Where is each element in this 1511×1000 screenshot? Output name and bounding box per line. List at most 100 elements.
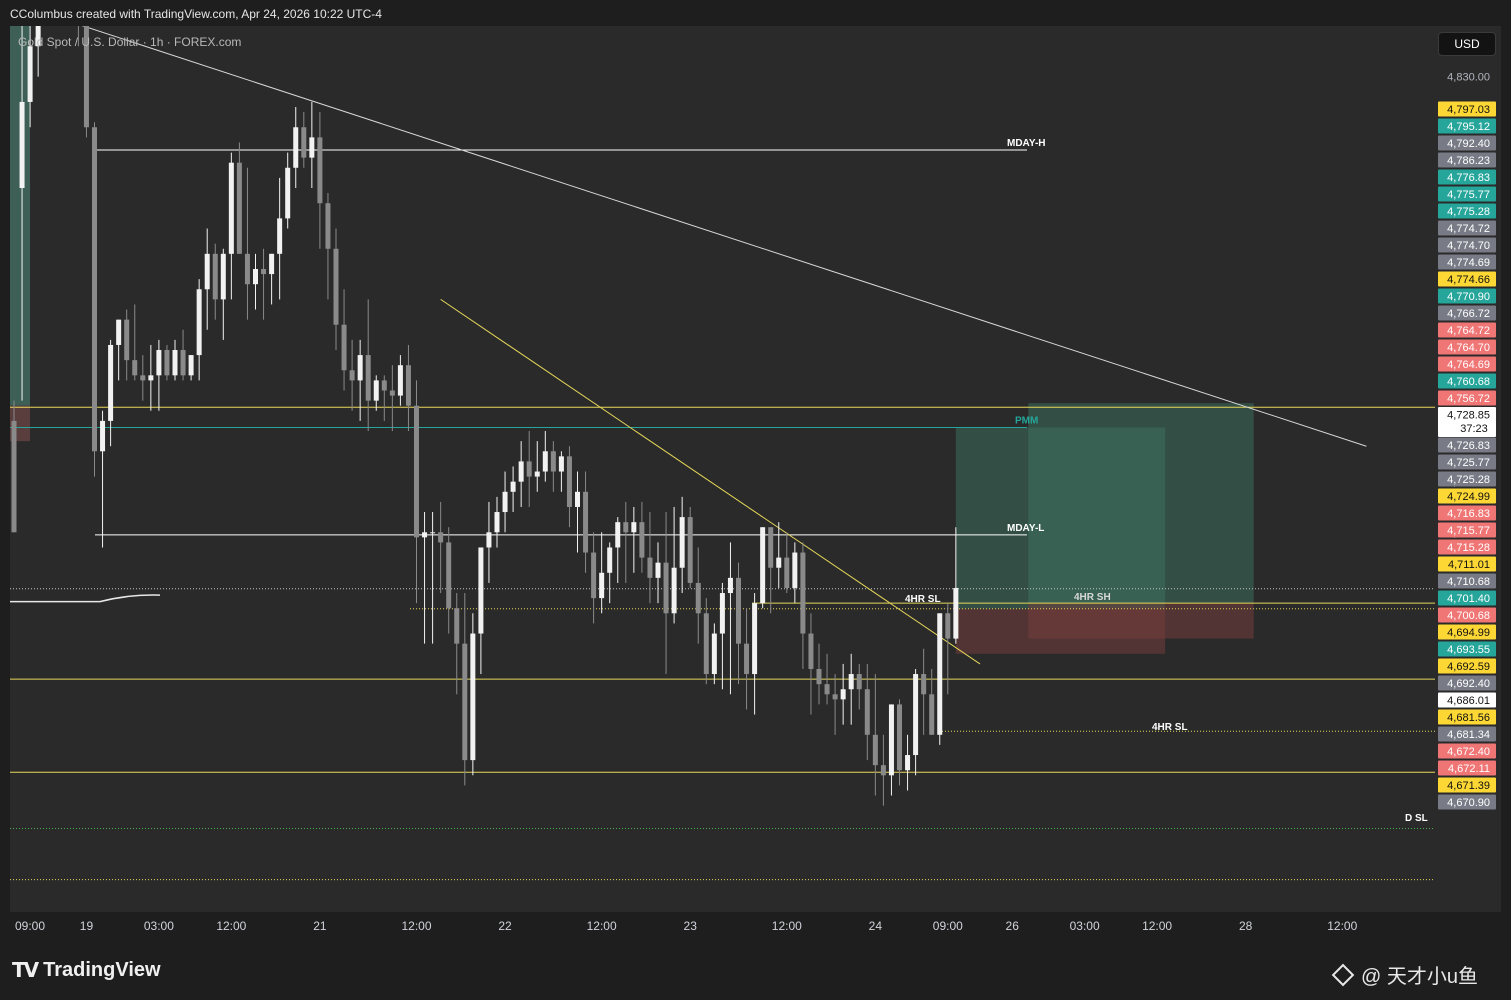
price-label-badge [1438,607,1496,623]
price-label-badge [1438,539,1496,555]
price-label-text: 4,724.99 [1447,491,1490,503]
moving-average-curve [10,594,161,603]
candle-body [285,167,291,219]
x-tick-label: 03:00 [1070,919,1100,933]
price-label-badge [1438,573,1496,589]
candle-body [301,127,307,158]
candle-body [486,532,492,548]
candle-body [679,517,685,568]
candle-body [711,633,717,675]
price-label-badge [1438,454,1496,470]
price-label-text: 4,686.01 [1447,695,1490,707]
candle-body [760,527,766,604]
candle-body [269,253,275,275]
price-label-badge [1438,373,1496,389]
candle-body [19,101,25,189]
candle-body [293,127,299,168]
candle-body [44,11,49,16]
price-label-text: 4,792.40 [1447,138,1490,150]
symbol-legend[interactable]: Gold Spot / U.S. Dollar · 1h · FOREX.com [18,35,242,49]
label-mday-l: MDAY-L [1007,523,1044,534]
candle-body [727,577,733,594]
price-label-badge [1438,624,1496,640]
chart-credit: CColumbus created with TradingView.com, … [10,7,382,21]
price-label-badge [1438,760,1496,776]
candle-body [236,162,242,254]
candle-body [510,481,516,492]
candle-body [470,633,476,761]
price-label-badge [1438,505,1496,521]
candle-body [100,420,106,452]
price-label-badge [1438,556,1496,572]
candle-body [897,704,902,771]
price-label-text: 4,711.01 [1448,559,1490,571]
candle-body [599,572,605,599]
x-tick-label: 12:00 [587,919,617,933]
watermark-text: @ 天才小u鱼 [1361,966,1478,988]
candle-body [800,552,806,634]
x-tick-label: 26 [1006,919,1020,933]
price-label-text: 4,672.40 [1447,746,1490,758]
candle-body [341,324,347,371]
candle-body [913,674,919,756]
x-tick-label: 24 [869,919,883,933]
price-label-badge [1438,692,1496,708]
candle-body [736,577,741,644]
x-tick-label: 12:00 [1327,919,1357,933]
price-label-text: 4,725.28 [1447,474,1490,486]
price-label-text: 4,760.68 [1447,376,1490,388]
price-label-text: 4,694.99 [1447,627,1490,639]
price-label-text: 4,786.23 [1447,155,1490,167]
candle-body [422,532,428,538]
candle-body [414,405,419,538]
candle-body [148,375,154,381]
price-label-badge [1438,220,1496,236]
price-label-text: 4,692.40 [1447,678,1490,690]
candle-body [261,269,267,275]
candle-body [244,253,250,285]
tradingview-logo[interactable]: TV TradingView [12,958,161,982]
label-4hr-sl-2: 4HR SL [1152,722,1188,733]
x-tick-label: 22 [498,919,512,933]
currency-button[interactable]: USD [1438,32,1496,56]
countdown-label: 37:23 [1460,423,1488,435]
candle-body [575,491,580,507]
price-label-text: 4,797.03 [1447,104,1490,116]
tradingview-logo-icon: TV [12,958,39,982]
x-tick-label: 09:00 [15,919,45,933]
price-label-badge [1438,709,1496,725]
price-label-badge [1438,254,1496,270]
candle-body [317,137,323,204]
diamond-icon [1331,963,1355,986]
price-label-text: 4,775.77 [1447,189,1490,201]
candle-body [655,562,661,578]
price-label-badge [1438,471,1496,487]
candle-body [792,552,798,588]
candle-body [671,567,677,614]
price-label-text: 4,672.11 [1448,763,1490,775]
candle-body [929,694,935,735]
candle-body [309,137,315,158]
candle-body [52,11,57,12]
candle-body [438,532,444,543]
candle-body [591,552,597,599]
x-tick-label: 28 [1239,919,1253,933]
price-label-text: 4,726.83 [1447,440,1490,452]
position-stop-zone [1028,603,1254,639]
left-target-zone [10,26,30,406]
candle-body [526,461,532,477]
price-label-text: 4,775.28 [1447,206,1490,218]
price-label-text: 4,716.83 [1447,508,1490,520]
x-tick-label: 12:00 [216,919,246,933]
candle-body [607,547,613,573]
candle-body [945,613,951,639]
bottom-bar [0,940,1511,1000]
price-label-text: 4,774.72 [1447,223,1490,235]
x-tick-label: 12:00 [401,919,431,933]
candle-body [832,694,838,700]
price-label-badge [1438,305,1496,321]
candle-body [687,517,693,583]
price-label-badge [1438,203,1496,219]
candle-body [824,684,830,695]
